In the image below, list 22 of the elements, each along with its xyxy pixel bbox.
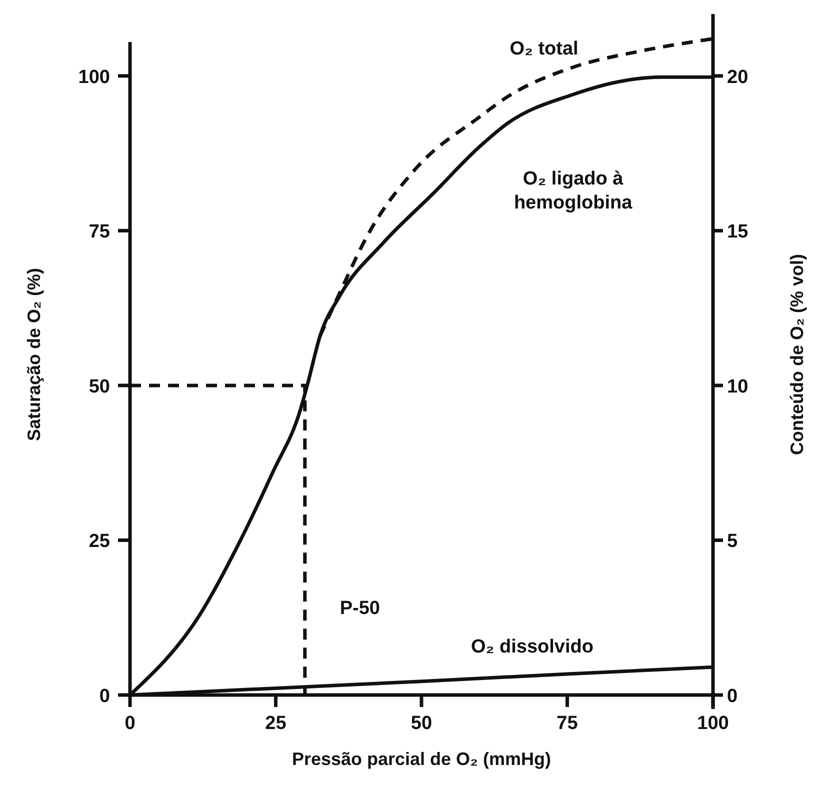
y-tick-label: 0 (99, 686, 110, 707)
x-tick-label: 25 (265, 713, 287, 734)
x-tick-label: 75 (556, 713, 578, 734)
y2-tick-label: 20 (727, 66, 748, 88)
y2-axis-title: Conteúdo de O₂ (% vol) (787, 254, 807, 455)
y-tick-label: 25 (88, 531, 110, 552)
y2-tick-label: 10 (727, 376, 748, 398)
x-tick-label: 0 (124, 713, 136, 734)
series-label: O₂ dissolvido (471, 636, 594, 658)
y2-tick-label: 15 (727, 222, 749, 243)
annotation: P-50 (340, 598, 380, 619)
x-tick-label: 50 (410, 713, 432, 734)
y-tick-label: 50 (88, 376, 110, 398)
y-tick-label: 75 (88, 222, 110, 243)
y2-tick-label: 5 (727, 531, 738, 552)
y-tick-label: 100 (78, 66, 110, 88)
y-axis-title: Saturação de O₂ (%) (24, 268, 44, 442)
y2-tick-label: 0 (727, 686, 738, 707)
x-tick-label: 100 (697, 713, 729, 734)
text: O₂ ligado à hemoglobina (514, 168, 633, 214)
series-label: O₂ total (510, 38, 578, 60)
x-axis-title: Pressão parcial de O₂ (mmHg) (292, 749, 552, 769)
